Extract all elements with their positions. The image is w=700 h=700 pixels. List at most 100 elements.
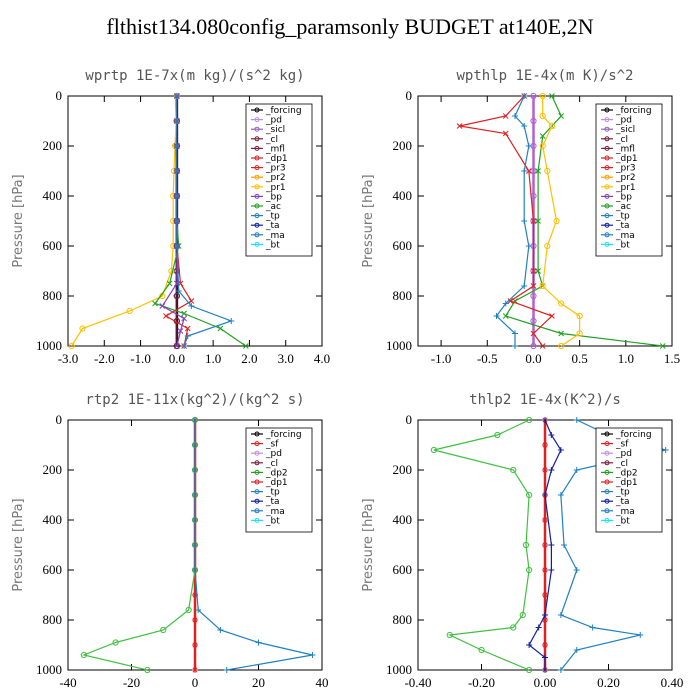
legend-marker bbox=[604, 460, 610, 466]
legend-label: _bt bbox=[615, 516, 630, 526]
legend-marker bbox=[254, 145, 260, 151]
data-point bbox=[510, 624, 517, 631]
data-point bbox=[525, 143, 532, 149]
data-point bbox=[544, 167, 551, 175]
series-line-tp bbox=[176, 96, 234, 347]
data-point bbox=[188, 298, 195, 304]
legend-label: _cl bbox=[615, 459, 628, 469]
data-point bbox=[542, 567, 548, 573]
legend-label: _ma bbox=[265, 507, 285, 517]
data-point bbox=[576, 330, 583, 337]
data-point bbox=[526, 491, 533, 499]
series-line-dp1 bbox=[433, 419, 530, 671]
data-point bbox=[185, 606, 192, 614]
data-point bbox=[192, 517, 198, 523]
data-point bbox=[173, 292, 180, 300]
legend-label: _ma bbox=[615, 507, 635, 517]
x-tick-label: 0.0 bbox=[525, 351, 541, 366]
y-tick-label: 200 bbox=[393, 462, 413, 477]
data-point bbox=[557, 492, 564, 498]
legend-marker bbox=[604, 126, 610, 132]
data-point bbox=[561, 542, 568, 548]
data-point bbox=[173, 243, 180, 249]
legend-marker bbox=[254, 460, 260, 466]
data-point bbox=[173, 193, 180, 199]
data-point bbox=[217, 627, 224, 633]
y-tick-label: 400 bbox=[43, 512, 63, 527]
data-point bbox=[126, 307, 133, 315]
x-tick-label: 40 bbox=[316, 675, 329, 690]
legend-marker bbox=[254, 441, 260, 447]
data-point bbox=[539, 112, 546, 120]
legend-marker bbox=[604, 193, 610, 199]
data-point bbox=[521, 283, 528, 289]
legend-label: _sicl bbox=[265, 125, 285, 135]
data-point bbox=[530, 92, 537, 100]
series-line-pr1 bbox=[71, 95, 178, 347]
legend-label: _pr1 bbox=[265, 183, 286, 193]
legend-label: _sf bbox=[265, 440, 279, 450]
panel-title: wpthlp 1E-4x(m K)/s^2 bbox=[456, 68, 633, 84]
data-point bbox=[478, 646, 485, 654]
data-point bbox=[573, 567, 580, 573]
data-point bbox=[175, 288, 182, 294]
x-tick-label: -1.0 bbox=[130, 351, 151, 366]
y-tick-label: 800 bbox=[43, 612, 63, 627]
legend-label: _dp1 bbox=[265, 154, 288, 164]
data-point bbox=[530, 317, 537, 325]
legend-label: _cl bbox=[615, 135, 628, 145]
x-tick-label: 0.0 bbox=[169, 351, 185, 366]
data-point bbox=[228, 318, 235, 324]
y-tick-label: 200 bbox=[43, 462, 63, 477]
x-tick-label: -20 bbox=[123, 675, 140, 690]
data-point bbox=[507, 298, 514, 304]
data-point bbox=[542, 612, 548, 618]
data-point bbox=[549, 313, 555, 319]
series-line-dp1 bbox=[459, 95, 554, 347]
data-point bbox=[242, 343, 249, 349]
data-point bbox=[526, 642, 533, 648]
legend-marker bbox=[604, 222, 610, 228]
data-point bbox=[166, 280, 173, 287]
legend-marker bbox=[604, 441, 610, 447]
data-point bbox=[173, 118, 180, 124]
series-line-tp bbox=[495, 95, 530, 346]
data-point bbox=[511, 343, 518, 349]
data-point bbox=[173, 93, 180, 99]
data-point bbox=[573, 647, 580, 653]
data-point bbox=[192, 592, 198, 598]
legend-label: _mfl bbox=[265, 144, 285, 154]
data-point bbox=[494, 431, 501, 439]
data-point bbox=[548, 432, 555, 438]
legend-label: _dp1 bbox=[615, 478, 638, 488]
legend-label: _pd bbox=[615, 449, 632, 459]
legend-marker bbox=[254, 489, 260, 495]
data-point bbox=[662, 447, 669, 453]
y-tick-label: 200 bbox=[393, 138, 413, 153]
legend-label: _ta bbox=[615, 221, 630, 231]
data-point bbox=[557, 667, 564, 673]
data-point bbox=[173, 342, 180, 350]
data-point bbox=[530, 268, 537, 274]
data-point bbox=[659, 343, 666, 349]
legend-label: _ta bbox=[265, 497, 280, 507]
legend-label: _cl bbox=[265, 135, 278, 145]
data-point bbox=[144, 666, 151, 674]
legend-label: _forcing bbox=[615, 106, 652, 116]
data-point bbox=[557, 612, 564, 618]
data-point bbox=[542, 617, 548, 623]
x-tick-label: 4.0 bbox=[314, 351, 330, 366]
data-point bbox=[526, 566, 533, 574]
x-tick-label: -2.0 bbox=[94, 351, 115, 366]
legend-marker bbox=[604, 232, 610, 238]
data-point bbox=[548, 567, 555, 573]
data-point bbox=[530, 342, 537, 350]
data-point bbox=[539, 133, 546, 139]
y-tick-label: 800 bbox=[393, 612, 413, 627]
plot-frame bbox=[67, 95, 323, 347]
legend-marker bbox=[254, 498, 260, 504]
data-point bbox=[521, 168, 528, 174]
y-tick-label: 1000 bbox=[36, 662, 62, 677]
data-point bbox=[525, 168, 532, 174]
legend-label: _ac bbox=[265, 202, 281, 212]
